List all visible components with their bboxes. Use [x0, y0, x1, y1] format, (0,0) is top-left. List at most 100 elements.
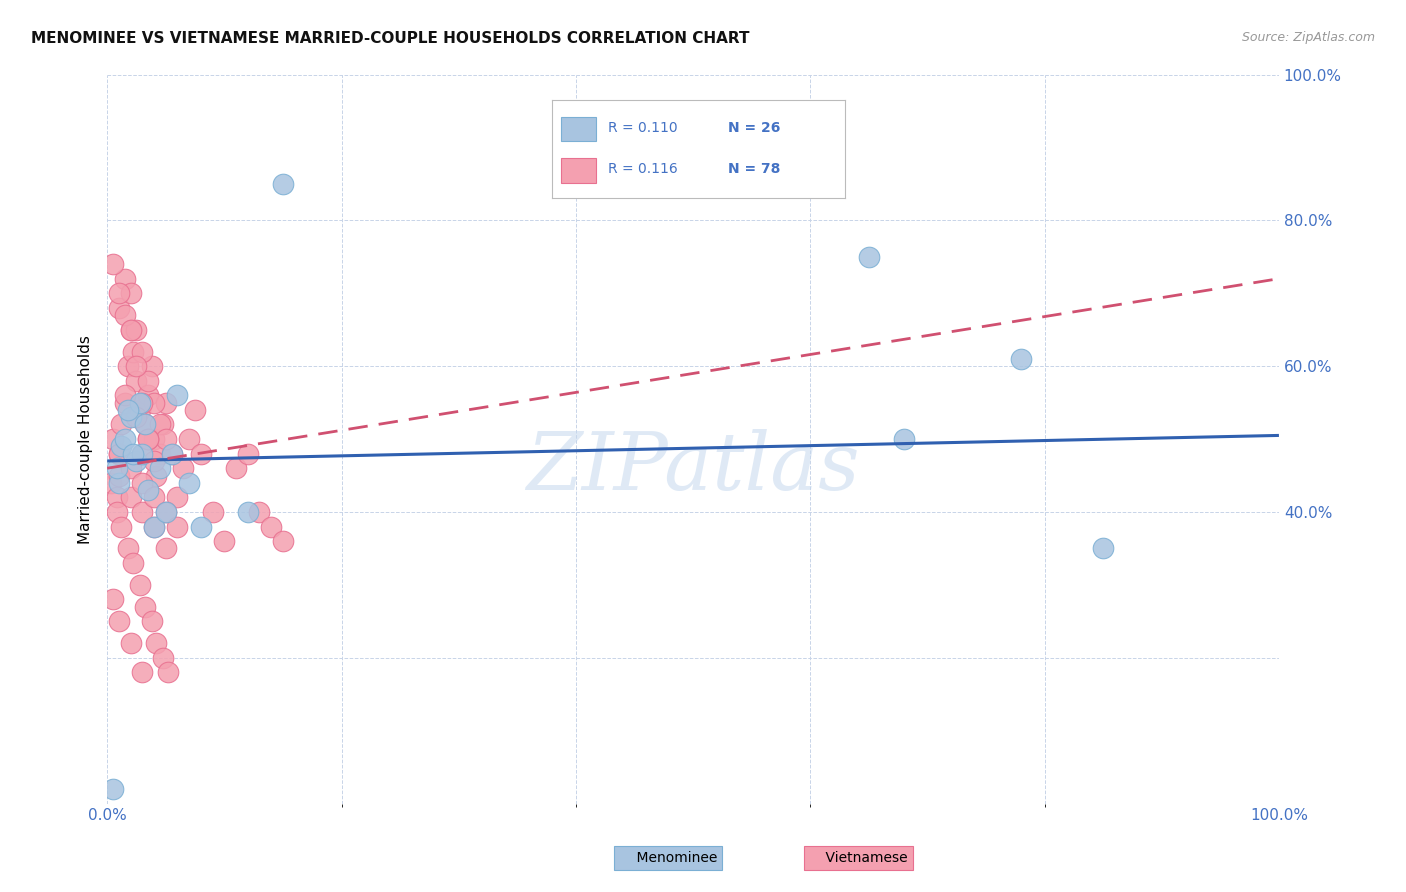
Point [131, 344, 153, 359]
Point [110, 519, 132, 533]
Point [134, 599, 156, 614]
Point [120, 323, 142, 337]
Point [131, 505, 153, 519]
Point [105, 505, 128, 519]
Point [149, 447, 172, 461]
Y-axis label: Married-couple Households: Married-couple Households [79, 334, 93, 543]
Point [225, 461, 247, 475]
Point [117, 359, 139, 373]
Point [131, 475, 153, 490]
Point [166, 519, 188, 533]
Point [249, 505, 271, 519]
Point [114, 388, 136, 402]
Point [122, 344, 145, 359]
Point [143, 519, 166, 533]
Point [136, 432, 159, 446]
Point [134, 417, 156, 432]
Point [101, 592, 124, 607]
Point [858, 250, 880, 264]
Point [125, 323, 148, 337]
Point [136, 388, 159, 402]
Point [160, 447, 183, 461]
Point [114, 432, 136, 446]
Point [145, 636, 167, 650]
Point [145, 468, 167, 483]
Point [136, 483, 159, 497]
Point [129, 578, 152, 592]
Point [129, 403, 152, 417]
Point [122, 447, 145, 461]
Point [1010, 351, 1032, 366]
Point [214, 534, 236, 549]
Point [131, 447, 153, 461]
Point [108, 447, 131, 461]
Point [236, 447, 259, 461]
Point [122, 556, 145, 570]
Point [114, 271, 136, 285]
Text: ZIPatlas: ZIPatlas [526, 429, 860, 507]
Point [120, 286, 142, 301]
Point [143, 395, 166, 409]
Point [166, 491, 188, 505]
Point [131, 447, 153, 461]
Point [120, 461, 142, 475]
Point [131, 665, 153, 680]
Point [125, 410, 148, 425]
Point [125, 374, 148, 388]
Point [105, 491, 128, 505]
Point [141, 615, 163, 629]
Point [143, 519, 166, 533]
Point [155, 395, 177, 409]
Point [160, 447, 183, 461]
Point [155, 505, 177, 519]
Point [179, 475, 201, 490]
Point [120, 636, 142, 650]
Point [190, 519, 212, 533]
Point [120, 410, 142, 425]
Point [108, 475, 131, 490]
Point [125, 454, 148, 468]
Point [129, 395, 152, 409]
Point [120, 323, 142, 337]
Point [131, 395, 153, 409]
Point [110, 417, 132, 432]
Point [100, 475, 122, 490]
Point [190, 447, 212, 461]
Point [179, 432, 201, 446]
Point [136, 432, 159, 446]
Point [114, 395, 136, 409]
Point [236, 505, 259, 519]
Point [184, 403, 207, 417]
Point [108, 301, 131, 315]
Point [155, 541, 177, 556]
Text: MENOMINEE VS VIETNAMESE MARRIED-COUPLE HOUSEHOLDS CORRELATION CHART: MENOMINEE VS VIETNAMESE MARRIED-COUPLE H… [31, 31, 749, 46]
Point [271, 177, 294, 191]
Point [136, 374, 159, 388]
Point [143, 432, 166, 446]
Point [125, 359, 148, 373]
Point [157, 665, 180, 680]
Point [108, 447, 131, 461]
Point [105, 461, 128, 475]
Point [117, 403, 139, 417]
Point [120, 491, 142, 505]
Point [117, 541, 139, 556]
Point [260, 519, 283, 533]
Point [201, 505, 224, 519]
Point [149, 461, 172, 475]
Text: Menominee: Menominee [619, 851, 717, 865]
Point [152, 417, 174, 432]
Point [101, 782, 124, 797]
Point [893, 432, 915, 446]
Point [108, 286, 131, 301]
Point [152, 650, 174, 665]
Text: Source: ZipAtlas.com: Source: ZipAtlas.com [1241, 31, 1375, 45]
Point [149, 417, 172, 432]
Point [108, 468, 131, 483]
Point [166, 388, 188, 402]
Point [1092, 541, 1115, 556]
Point [114, 308, 136, 322]
Point [101, 432, 124, 446]
Point [108, 615, 131, 629]
Point [143, 454, 166, 468]
